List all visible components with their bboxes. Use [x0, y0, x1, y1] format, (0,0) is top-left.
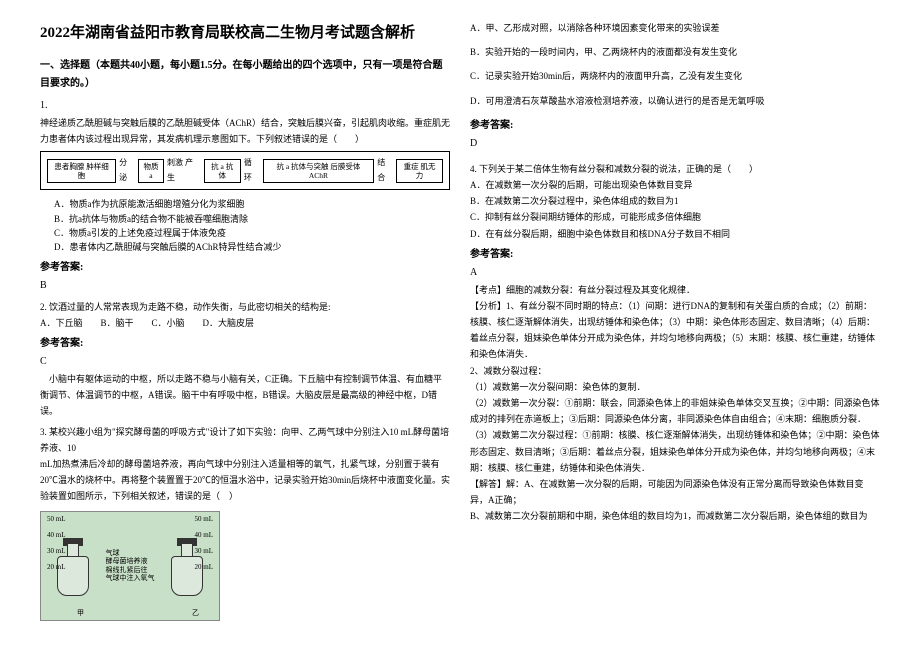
label: 气球中注入氧气	[105, 574, 154, 582]
answer-label: 参考答案:	[40, 259, 450, 277]
answer-label: 参考答案:	[40, 335, 450, 353]
q2-options: A．下丘脑 B．脑干 C．小脑 D．大脑皮层	[40, 315, 450, 331]
q1-answer: B	[40, 277, 450, 295]
doc-title: 2022年湖南省益阳市教育局联校高二生物月考试题含解析	[40, 20, 450, 47]
q4-p2a: （1）减数第一次分裂间期：染色体的复制．	[470, 379, 880, 395]
diagram-box: 重症 肌无力	[396, 159, 443, 183]
q4-p2b: （2）减数第一次分裂：①前期：联会，同源染色体上的非姐妹染色单体交叉互换；②中期…	[470, 395, 880, 427]
question-4: 4. 下列关于某二倍体生物有丝分裂和减数分裂的说法，正确的是（ ） A．在减数第…	[470, 161, 880, 525]
q3-option-c: C．记录实验开始30min后，两烧杯内的液面甲升高，乙没有发生变化	[470, 68, 880, 84]
option: A．物质a作为抗原能激活细胞增殖分化为浆细胞	[54, 197, 450, 211]
diagram-box: 抗 a 抗体与突触 后膜受体 AChR	[263, 159, 375, 183]
section-1-heading: 一、选择题（本题共40小题，每小题1.5分。在每小题给出的四个选项中，只有一项是…	[40, 57, 450, 93]
option: D．在有丝分裂后期，细胞中染色体数目和核DNA分子数目不相同	[470, 226, 880, 242]
q3-option-a: A．甲、乙形成对照，以消除各种环境因素变化带来的实验误差	[470, 20, 880, 36]
q4-p2: 2、减数分裂过程：	[470, 363, 880, 379]
scale-label: 30 mL	[47, 548, 65, 556]
scale-label: 50 mL	[47, 516, 65, 524]
label: 棉线扎紧后往	[105, 566, 154, 574]
answer-label: 参考答案:	[470, 246, 880, 264]
q3-stem-1: 3. 某校兴趣小组为"探究酵母菌的呼吸方式"设计了如下实验：向甲、乙两气球中分别…	[40, 424, 450, 456]
q2-stem: 2. 饮酒过量的人常常表现为走路不稳，动作失衡，与此密切相关的结构是:	[40, 299, 450, 315]
q3-option-d: D．可用澄清石灰草酸盐水溶液检测培养液，以确认进行的是否是无氧呼吸	[470, 93, 880, 109]
option: C．物质a引发的上述免疫过程属于体液免疫	[54, 226, 450, 240]
q4-p2c: （3）减数第二次分裂过程：①前期：核膜、核仁逐渐解体消失，出现纺锤体和染色体；②…	[470, 427, 880, 476]
scale-label: 20 mL	[47, 564, 65, 572]
q4-stem: 4. 下列关于某二倍体生物有丝分裂和减数分裂的说法，正确的是（ ）	[470, 161, 880, 177]
scale-label: 50 mL	[195, 516, 213, 524]
flask-body	[57, 556, 89, 596]
answer-label: 参考答案:	[470, 117, 880, 135]
label: 气球	[105, 549, 154, 557]
q2-answer: C	[40, 353, 450, 371]
q4-kaodian: 【考点】细胞的减数分裂：有丝分裂过程及其变化规律．	[470, 282, 880, 298]
q4-jieda: 【解答】解：A、在减数第一次分裂的后期，可能因为同源染色体没有正常分离而导致染色…	[470, 476, 880, 508]
option: D．患者体内乙酰胆碱与突触后膜的AChR特异性结合减少	[54, 240, 450, 254]
diagram-box: 物质a	[138, 159, 164, 183]
arrow-icon: 分泌	[119, 156, 135, 185]
scale-label: 40 mL	[47, 532, 65, 540]
q1-diagram: 患者胸腺 肿样细胞 分泌 物质a 刺激 产生 抗 a 抗体 循环 抗 a 抗体与…	[40, 151, 450, 190]
option: B．在减数第二次分裂过程中，染色体组成的数目为1	[470, 193, 880, 209]
option: B．抗a抗体与物质a的结合物不能被吞噬细胞清除	[54, 212, 450, 226]
scale-label: 30 mL	[195, 548, 213, 556]
scale-label: 20 mL	[195, 564, 213, 572]
q1-stem: 神经递质乙酰胆碱与突触后膜的乙酰胆碱受体（AChR）结合，突触后膜兴奋，引起肌肉…	[40, 115, 450, 147]
question-1: 1. 神经递质乙酰胆碱与突触后膜的乙酰胆碱受体（AChR）结合，突触后膜兴奋，引…	[40, 97, 450, 295]
scale-label: 40 mL	[195, 532, 213, 540]
flask-name: 甲	[77, 610, 84, 618]
label: 酵母菌培养液	[105, 557, 154, 565]
q2-explain: 小脑中有躯体运动的中枢，所以走路不稳与小脑有关，C正确。下丘脑中有控制调节体温、…	[40, 371, 450, 420]
q3-stem-2: mL加热煮沸后冷却的酵母菌培养液，再向气球中分别注入适量相等的氧气，扎紧气球，分…	[40, 456, 450, 505]
question-2: 2. 饮酒过量的人常常表现为走路不稳，动作失衡，与此密切相关的结构是: A．下丘…	[40, 299, 450, 420]
figure-labels: 气球 酵母菌培养液 棉线扎紧后往 气球中注入氧气	[105, 549, 154, 583]
q3-answer: D	[470, 135, 880, 153]
q4-jiedb: B、减数第二次分裂前期和中期，染色体组的数目均为1，而减数第二次分裂后期，染色体…	[470, 508, 880, 524]
diagram-box: 抗 a 抗体	[204, 159, 241, 183]
left-column: 2022年湖南省益阳市教育局联校高二生物月考试题含解析 一、选择题（本题共40小…	[30, 20, 460, 631]
arrow-icon: 刺激 产生	[167, 156, 201, 185]
question-3: 3. 某校兴趣小组为"探究酵母菌的呼吸方式"设计了如下实验：向甲、乙两气球中分别…	[40, 424, 450, 621]
flask-body	[171, 556, 203, 596]
arrow-icon: 结合	[377, 156, 393, 185]
flask-name: 乙	[192, 610, 199, 618]
q1-num: 1.	[40, 100, 48, 111]
option: C．抑制有丝分裂间期纺锤体的形成，可能形成多倍体细胞	[470, 209, 880, 225]
q4-answer: A	[470, 264, 880, 282]
option: A．在减数第一次分裂的后期，可能出现染色体数目变异	[470, 177, 880, 193]
q3-option-b: B．实验开始的一段时间内，甲、乙两烧杯内的液面都没有发生变化	[470, 44, 880, 60]
q3-apparatus-figure: 气球 酵母菌培养液 棉线扎紧后往 气球中注入氧气 50 mL 40 mL 30 …	[40, 511, 220, 621]
right-column: A．甲、乙形成对照，以消除各种环境因素变化带来的实验误差 B．实验开始的一段时间…	[460, 20, 890, 631]
diagram-box: 患者胸腺 肿样细胞	[47, 159, 116, 183]
q1-options: A．物质a作为抗原能激活细胞增殖分化为浆细胞 B．抗a抗体与物质a的结合物不能被…	[54, 197, 450, 255]
arrow-icon: 循环	[244, 156, 260, 185]
q4-fenxi: 【分析】1、有丝分裂不同时期的特点：（1）间期：进行DNA的复制和有关蛋白质的合…	[470, 298, 880, 363]
